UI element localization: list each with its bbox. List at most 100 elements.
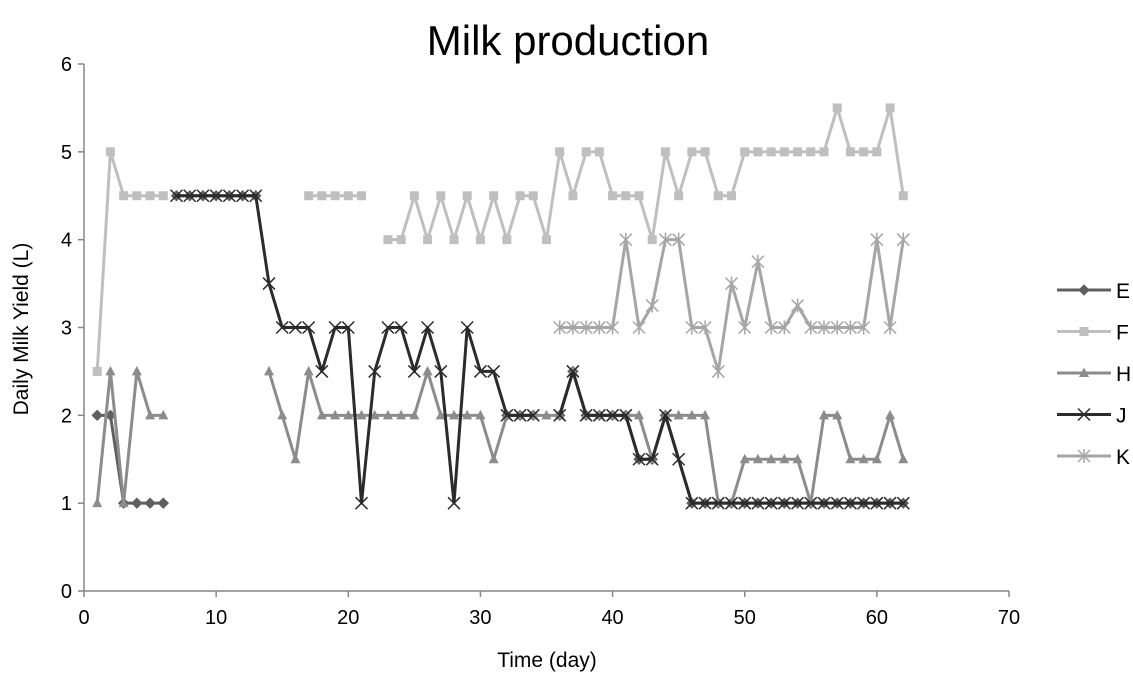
data-point-E: [157, 497, 169, 509]
data-point-K: [830, 320, 844, 335]
data-point-F: [753, 147, 763, 157]
data-point-F: [660, 147, 670, 157]
data-point-J: [632, 452, 646, 466]
data-point-H: [356, 409, 367, 420]
data-point-H: [409, 409, 420, 420]
data-point-H: [396, 409, 407, 420]
data-point-H: [832, 409, 843, 420]
data-point-J: [315, 364, 329, 378]
data-point-F: [449, 235, 459, 245]
data-point-F: [793, 147, 803, 157]
legend-label: H: [1116, 363, 1131, 386]
x-tick-label: 50: [734, 607, 756, 629]
data-point-J: [249, 189, 263, 203]
data-point-F: [409, 191, 419, 201]
data-point-J: [368, 364, 382, 378]
data-point-J: [751, 496, 765, 510]
data-point-F: [594, 147, 604, 157]
data-point-J: [169, 189, 184, 203]
data-point-J: [592, 408, 606, 422]
data-point-J: [579, 408, 593, 422]
data-point-K: [645, 298, 659, 313]
data-point-F: [700, 147, 710, 157]
data-point-F: [542, 235, 551, 245]
data-point-H: [858, 453, 869, 464]
data-point-H: [435, 409, 446, 420]
data-point-H: [462, 409, 473, 420]
data-point-J: [196, 189, 210, 203]
chart-title: Milk production: [427, 17, 709, 64]
data-point-J: [566, 364, 580, 378]
data-point-F: [383, 235, 393, 245]
data-point-K: [896, 232, 910, 247]
data-point-J: [275, 320, 289, 335]
data-point-F: [462, 191, 472, 201]
data-point-J: [341, 320, 355, 335]
y-tick-label: 6: [61, 54, 72, 76]
data-point-K: [764, 320, 778, 335]
series-line-J: [176, 194, 534, 505]
data-point-F: [766, 147, 776, 157]
x-tick-label: 10: [205, 607, 227, 629]
legend-label: F: [1116, 322, 1129, 345]
legend-marker: [1077, 407, 1091, 422]
data-point-K: [883, 320, 897, 335]
data-point-H: [422, 365, 433, 376]
data-point-F: [145, 191, 155, 201]
data-point-F: [674, 191, 684, 201]
data-point-F: [832, 103, 842, 113]
data-point-J: [302, 320, 316, 335]
data-point-J: [830, 496, 844, 510]
data-point-H: [845, 453, 856, 464]
data-point-H: [871, 453, 882, 464]
data-point-J: [817, 496, 831, 510]
data-point-K: [553, 320, 567, 335]
data-point-K: [817, 320, 831, 335]
data-point-F: [502, 235, 512, 245]
data-point-F: [581, 147, 591, 157]
data-point-F: [396, 235, 406, 245]
y-tick-label: 0: [61, 581, 72, 603]
data-point-J: [843, 496, 857, 510]
data-point-F: [806, 147, 816, 157]
series-line-J: [558, 369, 904, 505]
data-point-H: [488, 453, 499, 464]
data-point-J: [711, 496, 725, 510]
data-point-J: [421, 320, 435, 335]
data-point-K: [857, 320, 871, 335]
y-tick-label: 4: [61, 230, 72, 252]
data-point-H: [158, 409, 169, 420]
data-point-K: [658, 232, 672, 247]
legend-item-K: K: [1057, 446, 1130, 469]
x-tick-label: 30: [469, 607, 491, 629]
data-point-H: [766, 453, 777, 464]
data-point-F: [845, 147, 855, 157]
legend-marker: [1079, 367, 1089, 377]
data-point-J: [685, 496, 699, 510]
data-point-J: [447, 496, 461, 510]
data-point-J: [526, 408, 540, 422]
data-point-J: [407, 364, 421, 378]
series-J: [169, 189, 910, 510]
data-point-J: [487, 364, 501, 378]
series-line-E: [558, 369, 904, 505]
data-point-H: [541, 409, 552, 420]
data-point-J: [870, 496, 884, 510]
data-point-J: [500, 408, 514, 422]
data-point-K: [685, 320, 699, 335]
legend-label: J: [1116, 405, 1127, 428]
data-point-K: [698, 320, 712, 335]
data-point-F: [423, 235, 433, 245]
data-point-K: [579, 320, 593, 335]
data-point-J: [606, 408, 620, 422]
x-tick-label: 20: [337, 607, 359, 629]
data-point-F: [92, 366, 102, 376]
data-point-K: [791, 298, 805, 313]
data-point-F: [647, 235, 657, 245]
data-point-F: [687, 147, 697, 157]
data-point-H: [118, 497, 129, 508]
data-point-K: [619, 232, 633, 247]
data-point-J: [698, 496, 712, 510]
